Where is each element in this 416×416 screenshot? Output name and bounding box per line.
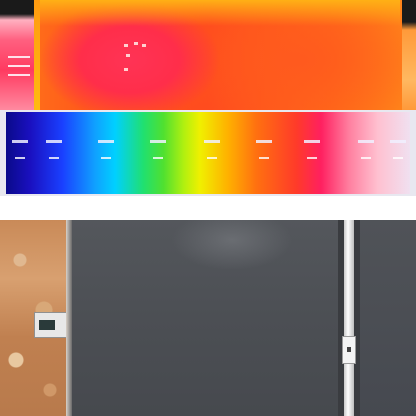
palette-tick: [304, 140, 324, 159]
pipe-clip: [342, 336, 356, 364]
right-panel: [360, 220, 416, 416]
thermal-warm-band: [40, 0, 400, 26]
palette-tick-marks: [6, 140, 410, 190]
brick-wall: [0, 220, 68, 416]
palette-tick: [150, 140, 170, 159]
hotspot-marker: [120, 42, 150, 78]
palette-tick: [98, 140, 118, 159]
palette-tick: [390, 140, 410, 159]
palette-tick: [46, 140, 66, 159]
thermal-image: [0, 0, 416, 110]
thermal-right-strip: [402, 0, 416, 110]
palette-tick: [358, 140, 378, 159]
thermal-left-edge: [34, 0, 40, 110]
wall-edge: [66, 220, 72, 416]
temperature-palette-bar: [6, 112, 410, 194]
palette-tick: [12, 140, 32, 159]
thermal-left-strip: [0, 0, 34, 110]
dark-panel: [72, 220, 338, 416]
visual-photo: [0, 220, 416, 416]
mounting-bracket: [34, 312, 68, 338]
palette-tick: [256, 140, 276, 159]
image-separator: [0, 196, 416, 220]
thermal-left-ticks: [8, 56, 30, 86]
white-pipe: [344, 220, 354, 416]
palette-tick: [204, 140, 224, 159]
